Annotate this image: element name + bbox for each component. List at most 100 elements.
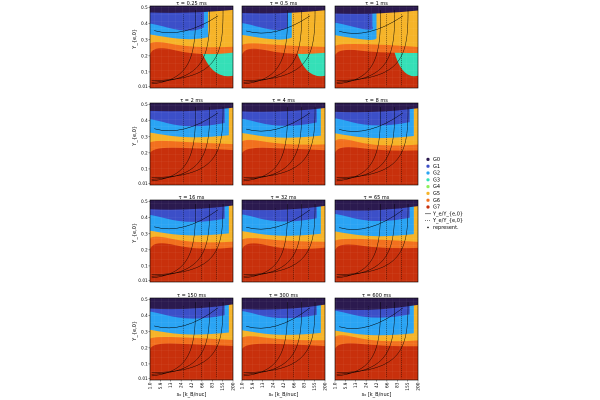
legend-item: Y_e/Y_{e,0} (425, 218, 463, 224)
contour-solid (243, 302, 302, 375)
panel-title: τ = 16 ms (179, 195, 205, 201)
y-tick-label: 0.3 (141, 37, 148, 43)
contour-solid (336, 107, 381, 182)
x-tick-label: 200 (415, 382, 421, 390)
contour-solid (151, 10, 224, 81)
x-tick-label: 5.9 (158, 382, 164, 389)
legend-item: G7 (426, 205, 440, 211)
legend-item: G0 (426, 157, 440, 163)
panel-title: τ = 2 ms (180, 98, 203, 104)
contour-solid (243, 204, 316, 275)
contour-solid (243, 107, 302, 180)
x-tick-label: 5.9 (250, 382, 256, 389)
legend-marker (426, 205, 430, 209)
y-tick-label: 0.5 (141, 102, 148, 108)
panel-frame (241, 199, 326, 283)
contour-solid (336, 107, 395, 180)
contour-solid (243, 302, 316, 373)
y-tick-label: 0.5 (141, 199, 148, 205)
panel-2: τ = 0.5 ms (241, 1, 326, 89)
legend-label: G2 (433, 171, 440, 177)
contour-solid (243, 107, 316, 178)
panel-title: τ = 0.5 ms (270, 1, 298, 7)
contour-boundary (246, 307, 311, 329)
legend-marker (426, 157, 430, 161)
legend-label: G4 (433, 184, 440, 190)
y-tick-label: 0.2 (141, 150, 148, 156)
x-tick-label: 24 (179, 382, 185, 388)
contour-solid (336, 10, 395, 83)
legend-marker-represent (427, 226, 429, 229)
panel-5: τ = 4 ms (241, 98, 326, 186)
panel-8: τ = 32 ms (241, 195, 326, 283)
legend-item: represent. (427, 225, 459, 231)
x-tick-label: 42 (189, 382, 195, 388)
contour-solid (336, 107, 409, 178)
panel-frame (241, 102, 326, 186)
contour-solid (336, 302, 409, 373)
contour-solid (336, 302, 381, 377)
x-axis-label: s₀ [k_B/nuc] (177, 392, 207, 398)
contour-solid (243, 302, 288, 377)
panel-title: τ = 4 ms (272, 98, 295, 104)
y-axis-label: Y_{e,0} (132, 321, 138, 342)
legend-label: represent. (433, 225, 459, 231)
contour-solid (336, 204, 395, 277)
legend-marker (426, 164, 430, 168)
contour-solid (336, 10, 381, 85)
y-tick-label: 0.2 (141, 247, 148, 253)
y-tick-label: 0.4 (141, 118, 148, 124)
contour-boundary (154, 112, 219, 132)
x-tick-label: 24 (271, 382, 277, 388)
x-tick-label: 42 (374, 382, 380, 388)
y-tick-label: 0.01 (138, 181, 148, 187)
x-tick-label: 155 (312, 382, 318, 390)
x-tick-label: 155 (220, 382, 226, 390)
legend-label: Y_e/Y_{e,0} (432, 211, 463, 217)
panel-6: τ = 8 ms (334, 98, 419, 186)
contour-boundary (339, 307, 404, 329)
y-tick-label: 0.1 (141, 166, 148, 172)
y-tick-label: 0.5 (141, 5, 148, 11)
contour-solid (151, 302, 210, 375)
panels-group: τ = 0.25 ms 0.5 0.4 0.3 0.2 0.1 0.01 Y_{e,0} τ =… (132, 1, 421, 398)
y-tick-label: 0.1 (141, 69, 148, 75)
legend-label: G0 (433, 157, 440, 163)
legend-item: G3 (426, 177, 440, 183)
panel-title: τ = 32 ms (271, 195, 297, 201)
legend-item: G5 (426, 191, 440, 197)
contour-solid (243, 204, 288, 279)
panel-frame (149, 199, 234, 283)
contour-solid (151, 204, 224, 275)
legend-item: G4 (426, 184, 440, 190)
panel-title: τ = 600 ms (362, 293, 391, 299)
panel-title: τ = 8 ms (365, 98, 388, 104)
y-tick-label: 0.4 (141, 215, 148, 221)
panel-title: τ = 300 ms (269, 293, 298, 299)
panel-12: τ = 600 ms 1.0 5.9 13 24 42 66 83 155 200 s₀ [k_B/… (332, 293, 421, 398)
y-tick-label: 0.01 (138, 278, 148, 284)
legend-marker (426, 191, 430, 195)
y-tick-label: 0.5 (141, 297, 148, 303)
contour-solid (243, 10, 302, 83)
x-tick-label: 83 (210, 382, 216, 388)
panel-title: τ = 0.25 ms (176, 1, 207, 7)
contour-solid (336, 204, 381, 279)
panel-title: τ = 1 ms (365, 1, 388, 7)
legend-label: G7 (433, 205, 440, 211)
x-tick-label: 66 (384, 382, 390, 388)
legend-item: G6 (426, 198, 440, 204)
x-tick-label: 66 (291, 382, 297, 388)
y-tick-label: 0.2 (141, 345, 148, 351)
contour-boundary (246, 209, 311, 230)
y-tick-label: 0.4 (141, 21, 148, 27)
contour-solid (336, 204, 409, 275)
legend-marker (426, 178, 430, 182)
panel-frame (149, 102, 234, 186)
contour-solid (151, 107, 210, 180)
legend-marker (426, 185, 430, 189)
contour-solid (243, 10, 316, 81)
contour-boundary (154, 209, 219, 230)
x-tick-label: 13 (168, 382, 174, 388)
panel-frame (334, 102, 419, 186)
